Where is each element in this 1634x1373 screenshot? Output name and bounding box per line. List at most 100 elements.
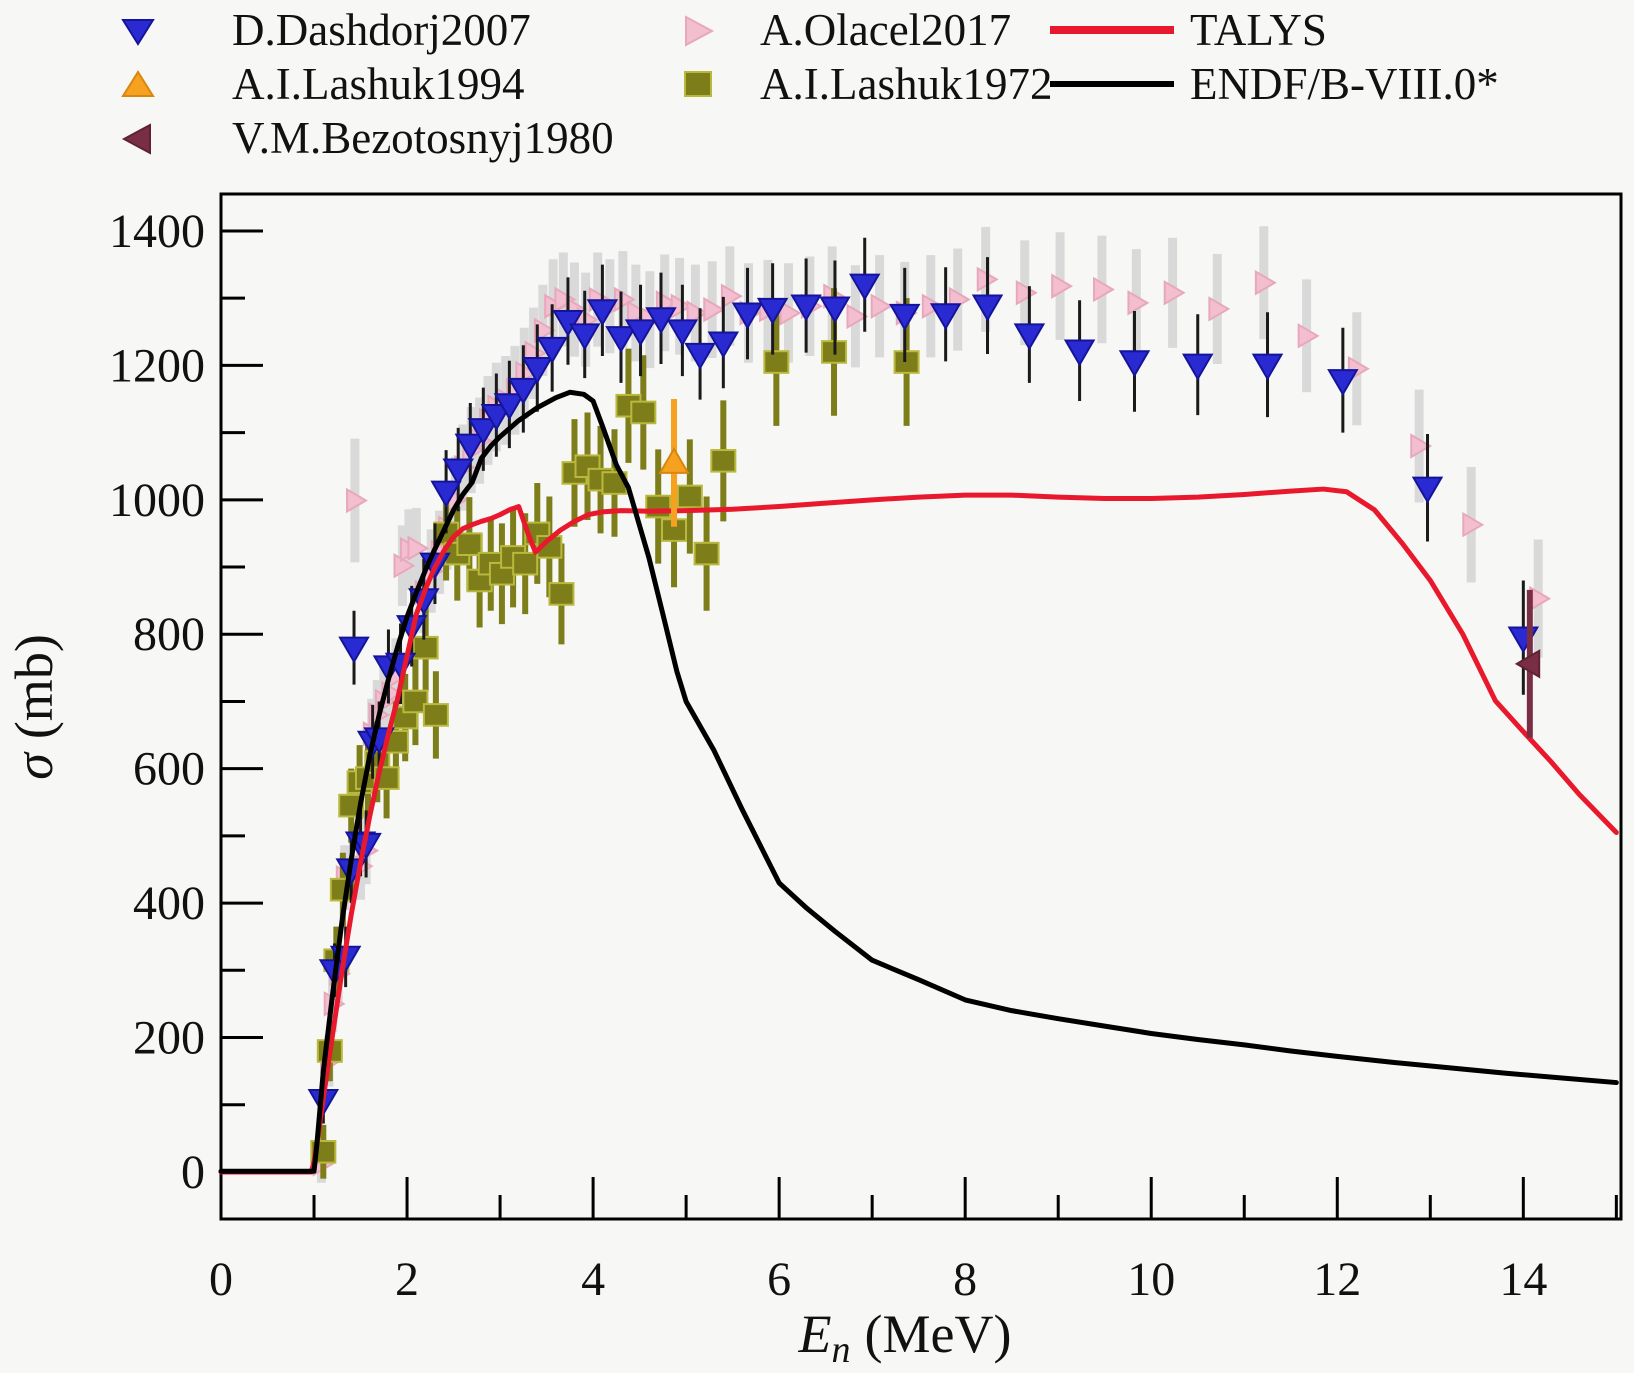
- data-point: [467, 418, 500, 446]
- data-point: [658, 446, 690, 474]
- data-point: [1051, 273, 1074, 299]
- data-point: [1127, 290, 1150, 316]
- data-point: [790, 294, 822, 322]
- curve-TALYS: [218, 486, 1619, 1175]
- data-point: [971, 294, 1004, 322]
- x-tick-label: 6: [767, 1253, 791, 1306]
- data-point: [779, 300, 802, 326]
- data-point: [707, 331, 740, 359]
- data-point: [493, 393, 526, 421]
- data-point: [552, 309, 584, 338]
- data-point: [710, 449, 737, 473]
- data-point: [626, 300, 649, 326]
- x-tick-label: 8: [953, 1253, 977, 1306]
- data-point: [1327, 369, 1359, 397]
- legend-label: A.I.Lashuk1972: [760, 58, 1053, 109]
- data-point: [1411, 476, 1444, 504]
- legend-item-lashuk1972: A.I.Lashuk1972: [676, 60, 1052, 108]
- data-point: [586, 299, 619, 327]
- triangle-up-icon: [121, 70, 155, 97]
- y-tick-label: 1200: [109, 339, 205, 392]
- data-point: [929, 303, 962, 331]
- plot-frame: [219, 192, 1623, 1221]
- data-point: [605, 326, 637, 354]
- data-point: [512, 551, 539, 576]
- legend-item-lashuk1994: A.I.Lashuk1994: [116, 60, 524, 108]
- data-point: [402, 689, 429, 714]
- data-point: [893, 350, 920, 374]
- x-tick-label: 14: [1499, 1253, 1547, 1306]
- series-A.Olacel2017: [312, 226, 1552, 1183]
- legend-item-endf: ENDF/B-VIII.0*: [1046, 60, 1499, 108]
- series-A.I.Lashuk1972: [310, 288, 920, 1179]
- axis-ticks: 0 2 4 6 8 10 12 14 0 200 400 600 800 1000 1200 1400: [109, 205, 1618, 1306]
- data-point: [630, 400, 657, 425]
- data-point: [480, 404, 513, 432]
- y-tick-label: 1000: [109, 474, 205, 527]
- data-point: [430, 480, 462, 508]
- legend-label: V.M.Bezotosnyj1980: [232, 112, 614, 163]
- triangle-right-icon: [685, 15, 715, 47]
- data-point: [684, 342, 716, 370]
- x-tick-label: 10: [1127, 1253, 1175, 1306]
- data-point: [870, 293, 893, 319]
- legend-item-olacel2017: A.Olacel2017: [676, 6, 1011, 54]
- square-icon: [684, 71, 712, 97]
- data-point: [846, 303, 869, 330]
- data-point: [666, 319, 699, 347]
- data-point: [346, 487, 368, 514]
- series-A.I.Lashuk1994: [658, 399, 690, 527]
- black-line-icon: [1050, 81, 1174, 87]
- legend-label: D.Dashdorj2007: [232, 4, 531, 55]
- data-point: [1093, 276, 1115, 303]
- x-tick-label: 4: [581, 1253, 605, 1306]
- data-point: [819, 296, 851, 324]
- legend-label: A.I.Lashuk1994: [232, 58, 525, 109]
- data-point: [1462, 511, 1485, 538]
- data-point: [548, 582, 575, 606]
- y-tick-label: 600: [133, 743, 205, 796]
- data-point: [1507, 626, 1540, 654]
- legend-label: TALYS: [1190, 4, 1327, 55]
- data-point: [1118, 350, 1151, 378]
- y-tick-label: 200: [133, 1012, 205, 1065]
- data-point: [456, 532, 483, 556]
- curve-ENDF/B-VIII.0*: [218, 389, 1619, 1174]
- data-point: [1163, 280, 1186, 306]
- data-point: [1297, 323, 1320, 349]
- data-point: [1514, 649, 1541, 679]
- data-point: [720, 283, 743, 309]
- data-point: [393, 552, 416, 579]
- data-point: [1251, 353, 1284, 381]
- data-point: [676, 484, 703, 509]
- data-point: [521, 357, 554, 385]
- x-tick-label: 12: [1313, 1253, 1361, 1306]
- data-point: [338, 636, 370, 664]
- data-point: [533, 317, 556, 344]
- legend: D.Dashdorj2007 A.I.Lashuk1994 V.M.Bezoto…: [0, 0, 1634, 170]
- data-point: [756, 297, 789, 325]
- data-point: [1182, 353, 1214, 381]
- y-axis-label: σ(mb): [4, 634, 64, 780]
- x-tick-label: 0: [209, 1253, 233, 1306]
- x-tick-label: 2: [395, 1253, 419, 1306]
- legend-item-bezotosnyj1980: V.M.Bezotosnyj1980: [116, 114, 614, 162]
- data-point: [693, 541, 720, 566]
- data-point: [645, 494, 672, 519]
- data-point: [1254, 269, 1277, 296]
- data-point: [1015, 280, 1038, 306]
- data-point: [1410, 433, 1433, 459]
- x-axis-label: En (MeV): [798, 1304, 1012, 1371]
- data-layer: [218, 226, 1619, 1183]
- series-V.M.Bezotosnyj1980: [1514, 589, 1541, 738]
- data-point: [422, 703, 449, 727]
- data-point: [454, 433, 487, 461]
- data-point: [536, 336, 568, 364]
- data-point: [442, 458, 474, 486]
- data-point: [686, 300, 709, 326]
- triangle-left-icon: [121, 123, 151, 155]
- y-tick-label: 400: [133, 877, 205, 930]
- red-line-icon: [1050, 26, 1174, 34]
